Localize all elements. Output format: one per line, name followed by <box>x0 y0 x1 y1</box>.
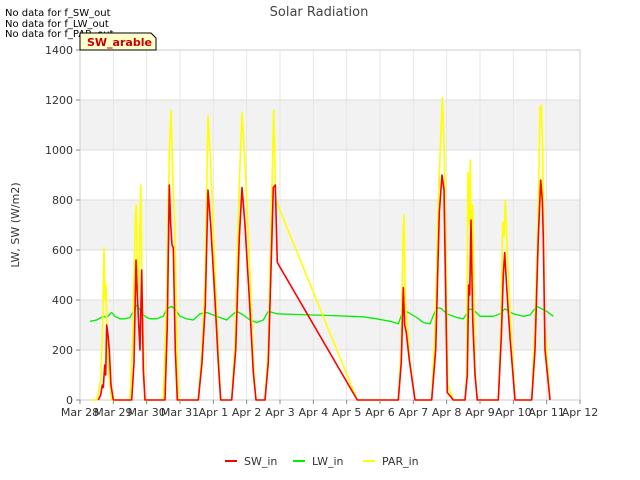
xtick-label-4: Apr 1 <box>199 406 229 419</box>
background-bands <box>80 100 580 350</box>
xtick-label-14: Apr 11 <box>528 406 565 419</box>
band-600 <box>80 200 580 250</box>
legend-label-PAR_in: PAR_in <box>382 455 419 468</box>
ytick-label-600: 600 <box>52 244 73 257</box>
xtick-label-8: Apr 5 <box>332 406 362 419</box>
ytick-label-0: 0 <box>66 394 73 407</box>
xtick-label-3: Mar 31 <box>161 406 199 419</box>
plot-frame <box>79 49 581 401</box>
no-data-par-out: No data for f_PAR_out <box>5 29 114 40</box>
xtick-label-10: Apr 7 <box>399 406 429 419</box>
xtick-label-5: Apr 2 <box>232 406 262 419</box>
xtick-label-11: Apr 8 <box>432 406 462 419</box>
series-line-LW_in <box>89 304 554 325</box>
xtick-label-15: Apr 12 <box>562 406 599 419</box>
band-200 <box>80 300 580 350</box>
annotation-text: SW_arable <box>87 36 152 49</box>
xtick-label-2: Mar 30 <box>128 406 166 419</box>
xtick-label-1: Mar 29 <box>94 406 132 419</box>
chart-title: Solar Radiation <box>270 5 369 20</box>
xtick-label-6: Apr 3 <box>265 406 295 419</box>
ytick-label-1000: 1000 <box>45 144 73 157</box>
y-axis-label: LW, SW (W/m2) <box>9 182 22 267</box>
xtick-label-13: Apr 10 <box>495 406 532 419</box>
xtick-label-0: Mar 28 <box>61 406 99 419</box>
legend-label-SW_in: SW_in <box>244 455 277 468</box>
ytick-label-200: 200 <box>52 344 73 357</box>
no-data-sw-out: No data for f_SW_out <box>5 8 111 19</box>
y-axis-ticks: 0 200 400 600 800 1000 1200 1400 <box>45 44 80 407</box>
xtick-label-12: Apr 9 <box>465 406 495 419</box>
xtick-label-9: Apr 6 <box>365 406 395 419</box>
band-1000 <box>80 100 580 150</box>
xtick-label-7: Apr 4 <box>299 406 329 419</box>
ytick-label-1400: 1400 <box>45 44 73 57</box>
series-line-SW_in <box>97 174 551 401</box>
series-lines <box>89 96 554 401</box>
ytick-label-400: 400 <box>52 294 73 307</box>
legend: SW_in LW_in PAR_in <box>225 455 419 468</box>
annotation-box: SW_arable <box>79 32 157 51</box>
ytick-label-800: 800 <box>52 194 73 207</box>
no-data-lw-out: No data for f_LW_out <box>5 19 109 30</box>
ytick-label-1200: 1200 <box>45 94 73 107</box>
legend-label-LW_in: LW_in <box>312 455 344 468</box>
